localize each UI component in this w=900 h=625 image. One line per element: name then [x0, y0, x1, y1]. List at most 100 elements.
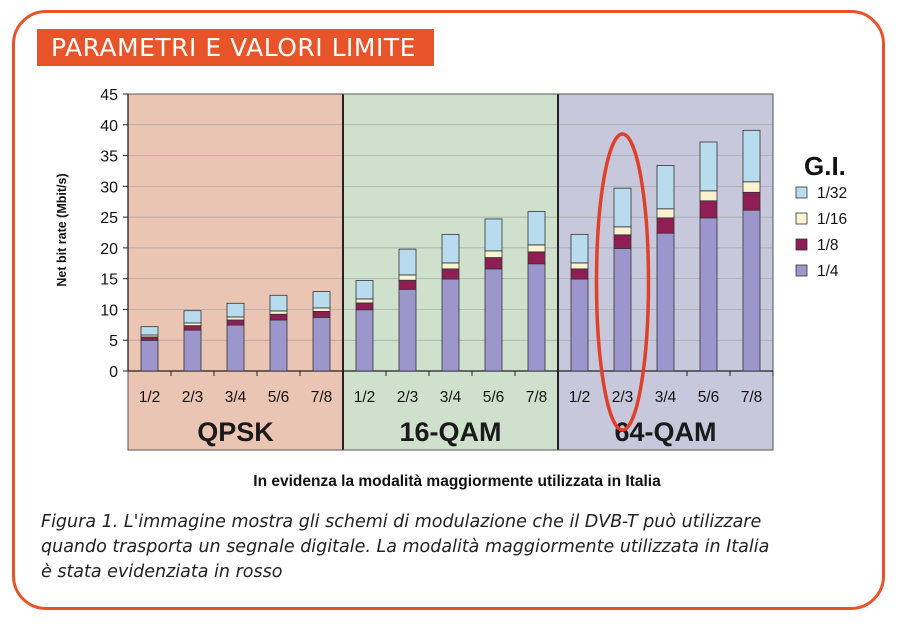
bar-segment-gi-1-8 [699, 200, 718, 219]
legend-item-1-8: 1/8 [817, 237, 839, 254]
y-axis-title: Net bit rate (Mbit/s) [55, 173, 69, 286]
x-tick-label: 3/4 [440, 389, 462, 406]
legend-item-1-32: 1/32 [817, 185, 847, 202]
bar-segment-gi-1-8 [656, 217, 675, 234]
bar-segment-gi-1-4 [570, 278, 589, 372]
section-title: PARAMETRI E VALORI LIMITE [37, 29, 434, 66]
x-tick-label: 3/4 [225, 389, 247, 406]
bar-segment-gi-1-32 [613, 187, 632, 228]
group-label-qpsk: QPSK [197, 417, 274, 447]
x-tick-label: 2/3 [182, 389, 204, 406]
bar-segment-gi-1-16 [699, 190, 718, 202]
y-tick-label: 45 [100, 87, 118, 104]
figure-frame [12, 10, 885, 610]
caption-line-2: quando trasporta un segnale digitale. La… [41, 537, 770, 557]
x-tick-label: 1/2 [139, 389, 161, 406]
y-tick-label: 0 [109, 364, 118, 381]
bar-segment-gi-1-8 [398, 279, 417, 290]
bar-segment-gi-1-4 [613, 248, 632, 372]
bar-segment-gi-1-16 [742, 181, 761, 193]
bar-segment-gi-1-16 [441, 262, 460, 270]
bar-segment-gi-1-32 [355, 280, 374, 300]
bar-segment-gi-1-8 [484, 257, 503, 270]
bar-segment-gi-1-4 [183, 329, 202, 372]
bar-segment-gi-1-8 [312, 311, 331, 318]
bar-segment-gi-1-8 [269, 313, 288, 321]
y-tick-label: 40 [100, 118, 118, 135]
y-tick-label: 10 [100, 302, 118, 319]
x-tick-label: 5/6 [698, 389, 720, 406]
bar-segment-gi-1-4 [226, 324, 245, 372]
y-tick-label: 20 [100, 241, 118, 258]
x-axis-title: In evidenza la modalità maggiormente uti… [253, 473, 661, 490]
bar-segment-gi-1-32 [484, 218, 503, 252]
legend-swatch [795, 264, 808, 277]
bar-segment-gi-1-16 [226, 316, 245, 321]
legend-item-1-16: 1/16 [817, 211, 847, 228]
bar-segment-gi-1-32 [140, 326, 159, 336]
bar-segment-gi-1-16 [527, 244, 546, 253]
bar-segment-gi-1-32 [527, 211, 546, 246]
bar-segment-gi-1-8 [527, 251, 546, 265]
bar-segment-gi-1-32 [269, 294, 288, 312]
bar-segment-gi-1-4 [742, 209, 761, 372]
legend-swatch [795, 186, 808, 199]
bar-segment-gi-1-16 [656, 208, 675, 219]
bar-segment-gi-1-32 [570, 233, 589, 264]
bar-segment-gi-1-16 [355, 298, 374, 304]
bar-segment-gi-1-4 [441, 278, 460, 372]
x-tick-label: 7/8 [741, 389, 763, 406]
group-label-16qam: 16-QAM [399, 417, 501, 447]
x-tick-label: 1/2 [354, 389, 376, 406]
bar-segment-gi-1-4 [398, 288, 417, 372]
bar-segment-gi-1-8 [183, 325, 202, 331]
bar-segment-gi-1-32 [183, 310, 202, 324]
bar-segment-gi-1-4 [140, 339, 159, 372]
bar-segment-gi-1-32 [742, 129, 761, 183]
y-tick-label: 35 [100, 149, 118, 166]
x-tick-label: 2/3 [612, 389, 634, 406]
section-bg-qpsk [128, 94, 343, 450]
bar-segment-gi-1-4 [269, 319, 288, 372]
x-tick-label: 2/3 [397, 389, 419, 406]
bar-segment-gi-1-8 [613, 234, 632, 249]
bar-segment-gi-1-16 [398, 274, 417, 281]
x-tick-label: 7/8 [311, 389, 333, 406]
highlight-ellipse [594, 132, 651, 432]
bar-segment-gi-1-32 [398, 248, 417, 276]
bar-segment-gi-1-8 [441, 268, 460, 280]
bar-segment-gi-1-16 [183, 322, 202, 327]
x-tick-label: 5/6 [483, 389, 505, 406]
caption-line-1: Figura 1. L'immagine mostra gli schemi d… [41, 512, 762, 532]
bar-segment-gi-1-32 [699, 141, 718, 192]
y-tick-label: 30 [100, 179, 118, 196]
bar-segment-gi-1-32 [312, 291, 331, 309]
bar-segment-gi-1-16 [312, 307, 331, 312]
y-tick-label: 25 [100, 210, 118, 227]
bar-segment-gi-1-16 [484, 250, 503, 258]
bar-segment-gi-1-4 [699, 217, 718, 372]
legend-swatch [795, 212, 808, 225]
x-tick-label: 7/8 [526, 389, 548, 406]
bar-segment-gi-1-16 [613, 226, 632, 236]
legend-swatch [795, 238, 808, 251]
figure-caption: Figura 1. L'immagine mostra gli schemi d… [41, 510, 841, 585]
bar-segment-gi-1-32 [441, 233, 460, 264]
bar-segment-gi-1-8 [570, 268, 589, 280]
y-tick-label: 5 [109, 333, 118, 350]
bar-segment-gi-1-8 [355, 302, 374, 311]
x-tick-label: 1/2 [569, 389, 591, 406]
legend-item-1-4: 1/4 [817, 263, 839, 280]
bar-segment-gi-1-8 [742, 191, 761, 211]
bar-segment-gi-1-16 [269, 310, 288, 315]
y-tick-label: 15 [100, 272, 118, 289]
bar-segment-gi-1-32 [226, 302, 245, 318]
bar-segment-gi-1-32 [656, 165, 675, 210]
bar-segment-gi-1-4 [656, 232, 675, 372]
bar-segment-gi-1-4 [527, 263, 546, 372]
x-tick-label: 3/4 [655, 389, 677, 406]
bar-segment-gi-1-16 [570, 262, 589, 270]
caption-line-3: è stata evidenziata in rosso [41, 562, 283, 582]
legend-title: G.I. [804, 151, 846, 181]
